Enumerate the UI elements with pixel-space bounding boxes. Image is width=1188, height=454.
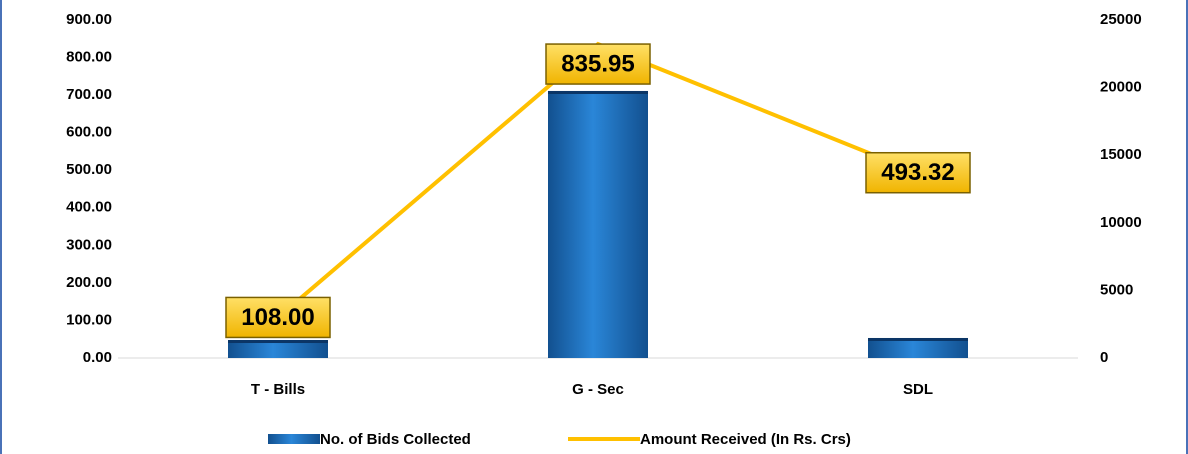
data-label-box [865, 151, 971, 194]
data-label-box [225, 296, 331, 339]
y-tick-label: 500.00 [66, 161, 112, 178]
y-tick-label: 300.00 [66, 236, 112, 253]
y-tick-label: 100.00 [66, 311, 112, 328]
x-tick-label: T - Bills [251, 381, 305, 398]
data-label: 493.32 [881, 159, 954, 186]
y2-tick-label: 20000 [1100, 79, 1142, 96]
bar-top [868, 337, 968, 341]
y-tick-label: 900.00 [66, 11, 112, 28]
y2-tick-label: 5000 [1100, 281, 1133, 298]
y-tick-label: 400.00 [66, 199, 112, 216]
y-tick-label: 200.00 [66, 274, 112, 291]
bar-top [228, 340, 328, 344]
x-tick-label: G - Sec [572, 381, 624, 398]
data-label: 835.95 [561, 50, 634, 77]
y-tick-label: 0.00 [83, 349, 112, 366]
y2-tick-label: 25000 [1100, 11, 1142, 28]
x-tick-label: SDL [903, 381, 933, 398]
bar [548, 90, 648, 358]
y2-tick-label: 15000 [1100, 146, 1142, 163]
bar-top [548, 90, 648, 94]
y-tick-label: 600.00 [66, 124, 112, 141]
legend-swatch [268, 434, 320, 444]
y2-tick-label: 0 [1100, 349, 1108, 366]
bar [228, 340, 328, 358]
y-tick-label: 700.00 [66, 86, 112, 103]
y-tick-label: 800.00 [66, 49, 112, 66]
data-label-box [545, 43, 651, 85]
bar [868, 337, 968, 358]
y2-tick-label: 10000 [1100, 214, 1142, 231]
legend-label: Amount Received (In Rs. Crs) [640, 431, 851, 448]
legend-label: No. of Bids Collected [320, 431, 471, 448]
data-label: 108.00 [241, 304, 314, 331]
